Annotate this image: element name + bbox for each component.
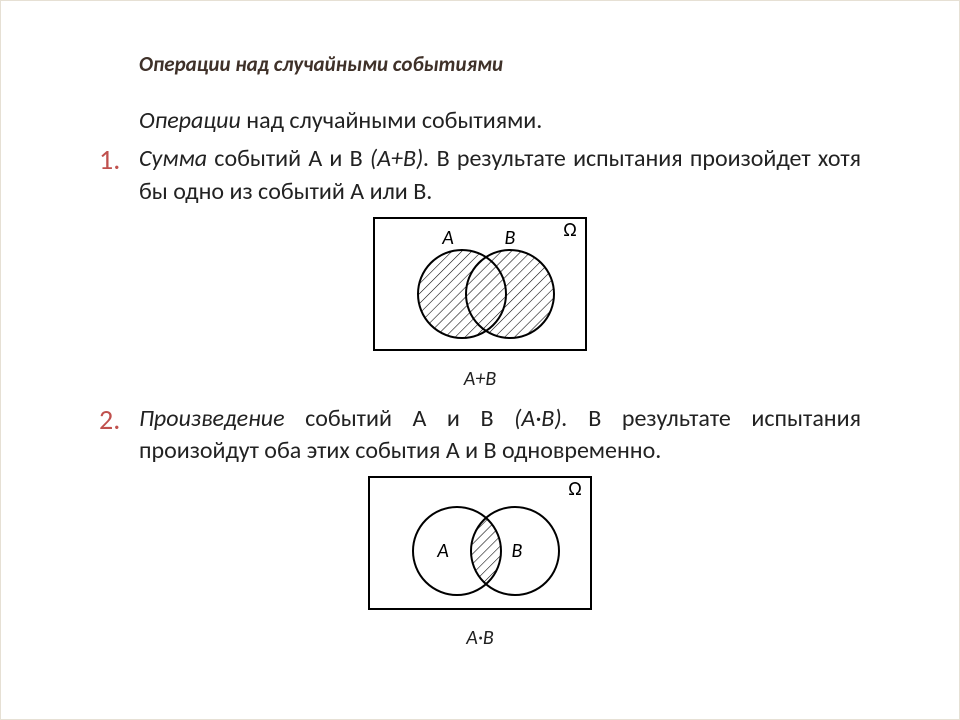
list-item: 1. Сумма событий А и В (А+В). В результа… (99, 143, 861, 208)
intro-emph: Операции (139, 106, 241, 135)
item-text-1: Сумма событий А и В (А+В). В результате … (139, 143, 861, 208)
item-text-2: Произведение событий А и В (А·В). В резу… (139, 403, 861, 468)
svg-text:В: В (512, 539, 523, 563)
list-item: 2. Произведение событий А и В (А·В). В р… (99, 403, 861, 468)
slide: Операции над случайными событиями Операц… (0, 0, 960, 720)
item2-r1: событий А и В (285, 404, 515, 433)
slide-title: Операции над случайными событиями (139, 51, 861, 77)
figure-intersection-caption: А·В (99, 625, 861, 652)
item1-r1: событий А и В (207, 144, 370, 173)
item1-paren: (А+В). (370, 144, 430, 173)
item2-lead: Произведение (139, 404, 285, 433)
item-marker-1: 1. (99, 143, 139, 177)
item2-paren: (А·В). (514, 404, 568, 433)
svg-text:А: А (436, 539, 449, 563)
intro-line: Операции над случайными событиями. (139, 105, 861, 137)
slide-body: Операции над случайными событиями. 1. Су… (99, 105, 861, 652)
svg-text:Ω: Ω (563, 218, 576, 242)
figure-union: А В Ω А+В (99, 214, 861, 392)
venn-intersection-svg: А В Ω (365, 473, 595, 613)
svg-text:А: А (441, 226, 454, 250)
intro-rest: над случайными событиями. (241, 106, 542, 135)
svg-text:Ω: Ω (568, 477, 581, 501)
svg-text:В: В (505, 226, 516, 250)
figure-intersection: А В Ω А·В (99, 473, 861, 651)
item-marker-2: 2. (99, 403, 139, 437)
venn-union-svg: АВΩ (370, 214, 590, 354)
figure-union-caption: А+В (99, 366, 861, 393)
item1-lead: Сумма (139, 144, 207, 173)
